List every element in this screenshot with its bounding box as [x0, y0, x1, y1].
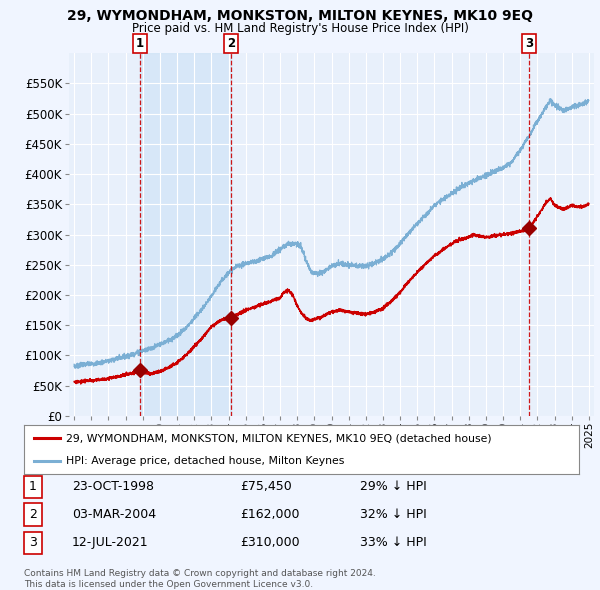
- Text: 33% ↓ HPI: 33% ↓ HPI: [360, 536, 427, 549]
- Bar: [140, 53, 232, 416]
- Text: £310,000: £310,000: [240, 536, 299, 549]
- Text: 1: 1: [136, 37, 143, 50]
- Text: 29, WYMONDHAM, MONKSTON, MILTON KEYNES, MK10 9EQ (detached house): 29, WYMONDHAM, MONKSTON, MILTON KEYNES, …: [65, 434, 491, 444]
- Text: 12-JUL-2021: 12-JUL-2021: [72, 536, 149, 549]
- Text: 32% ↓ HPI: 32% ↓ HPI: [360, 508, 427, 521]
- Text: 23-OCT-1998: 23-OCT-1998: [72, 480, 154, 493]
- Text: 3: 3: [525, 37, 533, 50]
- Text: £162,000: £162,000: [240, 508, 299, 521]
- Text: 2: 2: [227, 37, 236, 50]
- Text: 29% ↓ HPI: 29% ↓ HPI: [360, 480, 427, 493]
- Text: Price paid vs. HM Land Registry's House Price Index (HPI): Price paid vs. HM Land Registry's House …: [131, 22, 469, 35]
- Text: 29, WYMONDHAM, MONKSTON, MILTON KEYNES, MK10 9EQ: 29, WYMONDHAM, MONKSTON, MILTON KEYNES, …: [67, 9, 533, 23]
- Text: 2: 2: [29, 508, 37, 521]
- Text: 3: 3: [29, 536, 37, 549]
- Text: 1: 1: [29, 480, 37, 493]
- Text: Contains HM Land Registry data © Crown copyright and database right 2024.
This d: Contains HM Land Registry data © Crown c…: [24, 569, 376, 589]
- Text: £75,450: £75,450: [240, 480, 292, 493]
- Text: 03-MAR-2004: 03-MAR-2004: [72, 508, 156, 521]
- Text: HPI: Average price, detached house, Milton Keynes: HPI: Average price, detached house, Milt…: [65, 455, 344, 466]
